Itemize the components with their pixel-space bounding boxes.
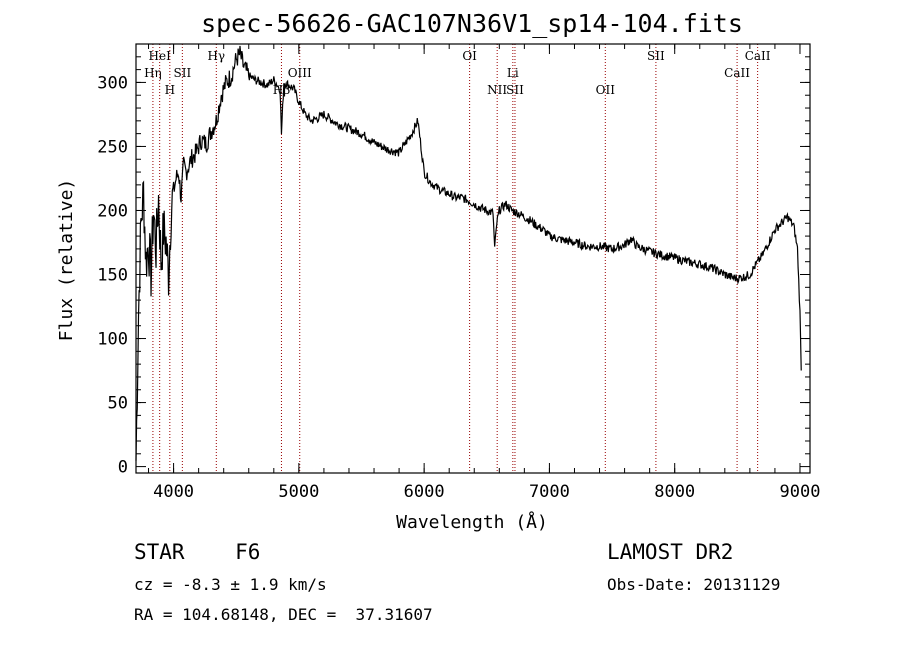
y-axis-label: Flux (relative): [56, 179, 77, 342]
coordinates: RA = 104.68148, DEC = 37.31607: [134, 605, 433, 624]
spectral-line-label: OI: [462, 49, 477, 63]
x-tick-label: 9000: [780, 482, 821, 502]
redshift-cz: cz = -8.3 ± 1.9 km/s: [134, 575, 327, 594]
spectrum-line: [135, 45, 802, 461]
spectral-line-label: OII: [596, 83, 616, 97]
y-tick-label: 250: [97, 137, 128, 157]
spectral-line-label: Hγ: [207, 49, 225, 63]
spectral-line-label: SII: [174, 66, 192, 80]
survey-name: LAMOST DR2: [607, 540, 734, 564]
spectral-line-label: Hη: [144, 66, 162, 80]
y-tick-label: 100: [97, 330, 128, 350]
x-tick-label: 7000: [529, 482, 570, 502]
axis-ticks: 4000 5000 6000 7000 8000 9000 0 50 100 150 200 250 3…: [97, 44, 820, 502]
spectral-line-label: NII: [487, 83, 507, 97]
spectral-line-label: CaII: [724, 66, 750, 80]
spectral-line-label: SII: [647, 49, 665, 63]
x-axis-label: Wavelength (Å): [396, 511, 548, 533]
y-tick-label: 150: [97, 266, 128, 286]
spectral-line-label: OIII: [288, 66, 312, 80]
x-tick-label: 5000: [278, 482, 319, 502]
spectral-line-label: Li: [507, 66, 519, 80]
plot-frame: [135, 43, 811, 474]
y-tick-label: 300: [97, 73, 128, 93]
chart-title: spec-56626-GAC107N36V1_sp14-104.fits: [201, 9, 743, 38]
x-tick-label: 8000: [654, 482, 695, 502]
object-class: STAR F6: [134, 540, 261, 564]
x-tick-label: 6000: [404, 482, 445, 502]
y-tick-label: 50: [108, 394, 128, 414]
observation-date: Obs-Date: 20131129: [607, 575, 781, 594]
spectral-line-label: CaII: [745, 49, 771, 63]
y-tick-label: 200: [97, 201, 128, 221]
spectral-line-label: SII: [506, 83, 524, 97]
spectral-line-label: HeI: [149, 49, 172, 63]
x-tick-label: 4000: [153, 482, 194, 502]
y-tick-label: 0: [118, 458, 128, 478]
spectral-line-label: H: [165, 83, 175, 97]
